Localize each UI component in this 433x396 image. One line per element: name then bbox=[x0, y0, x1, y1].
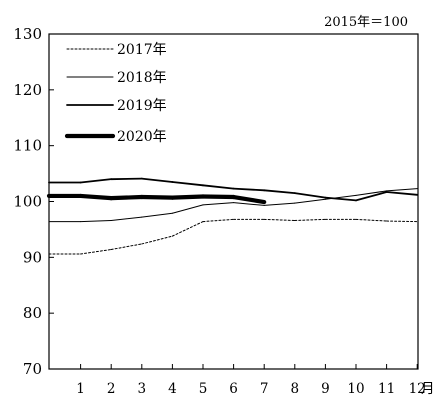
series-segment bbox=[110, 216, 143, 221]
series-segment bbox=[110, 177, 143, 181]
series-segment bbox=[386, 220, 418, 223]
x-tick-label: 8 bbox=[291, 381, 300, 396]
series-segment bbox=[80, 249, 112, 255]
series-segment bbox=[324, 196, 357, 202]
series-segment bbox=[263, 202, 296, 206]
x-axis-unit-label: 月 bbox=[421, 381, 433, 396]
series-segment bbox=[263, 218, 296, 221]
series-segment bbox=[171, 204, 204, 214]
series-segment bbox=[200, 194, 236, 200]
y-tick-label: 120 bbox=[13, 81, 42, 99]
series-segment bbox=[170, 194, 206, 200]
legend: 2017年 2018年 2019年 2020年 bbox=[64, 42, 167, 145]
series-segment bbox=[80, 219, 112, 223]
x-tick-label: 11 bbox=[378, 381, 395, 396]
series-segment bbox=[141, 212, 173, 218]
series-segment bbox=[233, 202, 265, 206]
x-tick-label: 7 bbox=[260, 381, 269, 396]
legend-label: 2018年 bbox=[117, 70, 167, 86]
series-segment bbox=[109, 194, 144, 201]
x-tick-label: 6 bbox=[229, 381, 238, 396]
x-tick-label: 5 bbox=[199, 381, 208, 396]
legend-label: 2019年 bbox=[117, 98, 167, 114]
y-axis-tick-labels: 70 80 90 100 110 120 130 bbox=[13, 25, 42, 378]
series-segment bbox=[139, 194, 175, 200]
series-segment bbox=[141, 235, 173, 245]
series-2019年 bbox=[48, 177, 419, 202]
series-2020年 bbox=[46, 193, 267, 205]
legend-label: 2020年 bbox=[117, 129, 167, 145]
x-axis-tick-labels: 1 2 3 4 5 6 7 8 9 10 11 12月 bbox=[76, 381, 433, 396]
series-segment bbox=[232, 187, 266, 192]
series-segment bbox=[385, 191, 419, 196]
x-tick-label: 4 bbox=[168, 381, 177, 396]
series-segment bbox=[263, 189, 296, 195]
series-segment bbox=[202, 218, 235, 223]
x-tick-label: 10 bbox=[347, 381, 364, 396]
y-tick-label: 100 bbox=[13, 193, 42, 211]
series-segment bbox=[355, 218, 388, 222]
series-segment bbox=[294, 198, 326, 204]
y-tick-label: 110 bbox=[13, 137, 42, 155]
series-segment bbox=[202, 184, 235, 190]
series-segment bbox=[171, 181, 204, 187]
series-segment bbox=[386, 188, 418, 192]
series-segment bbox=[78, 193, 114, 201]
y-tick-label: 90 bbox=[23, 248, 42, 266]
plot-frame bbox=[48, 33, 419, 370]
x-tick-label: 1 bbox=[76, 381, 85, 396]
series-segment bbox=[79, 178, 113, 184]
series-segment bbox=[202, 202, 235, 206]
x-tick-label: 9 bbox=[321, 381, 330, 396]
series-segment bbox=[171, 221, 204, 237]
series-segment bbox=[355, 191, 388, 202]
series-segment bbox=[231, 194, 267, 205]
data-series bbox=[46, 177, 419, 255]
y-tick-label: 130 bbox=[13, 25, 42, 43]
y-tick-label: 80 bbox=[23, 304, 42, 322]
series-segment bbox=[140, 177, 174, 183]
x-tick-label: 2 bbox=[107, 381, 116, 396]
chart-axes bbox=[48, 33, 419, 370]
y-tick-label: 70 bbox=[23, 360, 42, 378]
series-segment bbox=[293, 192, 327, 199]
series-2017年 bbox=[48, 218, 418, 255]
series-segment bbox=[294, 218, 326, 221]
base-year-note: 2015年＝100 bbox=[324, 15, 408, 30]
x-tick-label: 3 bbox=[138, 381, 147, 396]
series-segment bbox=[355, 190, 388, 196]
series-2018年 bbox=[48, 188, 418, 223]
legend-label: 2017年 bbox=[117, 42, 167, 58]
x-tick-label: 12 bbox=[409, 381, 426, 396]
series-segment bbox=[110, 243, 143, 251]
